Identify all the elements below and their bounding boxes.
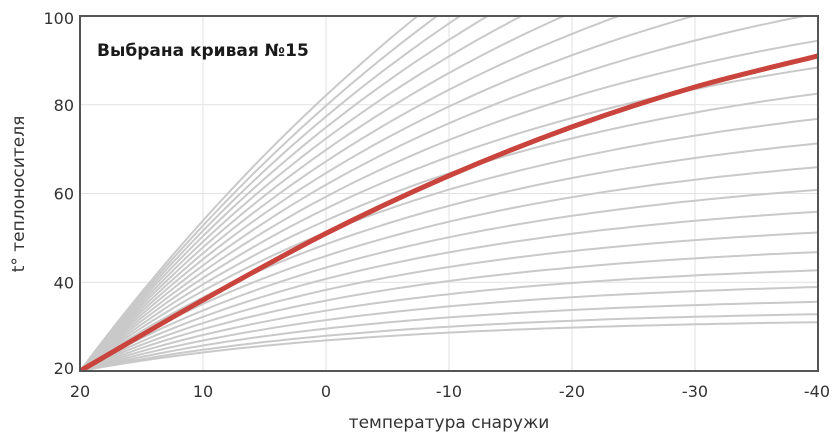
- x-tick-label: 20: [70, 382, 90, 401]
- heating-curve: [80, 117, 818, 371]
- curves: [80, 16, 818, 371]
- x-tick-label: -20: [559, 382, 585, 401]
- x-axis-label: температура снаружи: [349, 413, 550, 433]
- x-tick-label: 10: [193, 382, 213, 401]
- heating-curve: [80, 16, 567, 371]
- heating-curve: [80, 16, 809, 371]
- heating-curve: [80, 231, 818, 371]
- y-tick-label: 100: [43, 9, 74, 28]
- heating-curve: [80, 16, 698, 371]
- heating-curve: [80, 188, 818, 371]
- grid: [80, 16, 818, 371]
- x-tick-label: -10: [436, 382, 462, 401]
- chart-title: Выбрана кривая №15: [97, 41, 309, 61]
- heating-curve: [80, 269, 818, 371]
- heating-curve: [80, 16, 490, 371]
- heating-curve: [80, 16, 524, 371]
- y-tick-label: 20: [54, 359, 74, 378]
- x-axis-ticks: 20 10 0 -10 -20 -30 -40: [70, 382, 830, 401]
- heating-curve: [80, 313, 818, 371]
- heating-curve: [80, 251, 818, 371]
- selected-curve-layer: [80, 53, 818, 371]
- heating-curve: [80, 286, 818, 371]
- heating-curve: [80, 300, 818, 371]
- heating-curve: [80, 16, 439, 371]
- heating-curve: [80, 210, 818, 371]
- y-axis-ticks: 20 40 60 80 100: [43, 9, 74, 378]
- heating-curve: [80, 39, 818, 371]
- x-tick-label: 0: [321, 382, 331, 401]
- x-tick-label: -30: [682, 382, 708, 401]
- heating-curve: [80, 166, 818, 371]
- x-tick-label: -40: [804, 382, 830, 401]
- plot-frame: [79, 15, 819, 372]
- y-tick-label: 40: [54, 273, 74, 292]
- heating-curve: [80, 16, 622, 371]
- y-tick-label: 80: [54, 96, 74, 115]
- selected-curve-line: [80, 53, 818, 371]
- heating-curve: [80, 16, 420, 371]
- y-axis-label: t° теплоносителя: [9, 116, 29, 273]
- heating-curve: [80, 321, 818, 371]
- heating-curve: [80, 16, 462, 371]
- y-tick-label: 60: [54, 185, 74, 204]
